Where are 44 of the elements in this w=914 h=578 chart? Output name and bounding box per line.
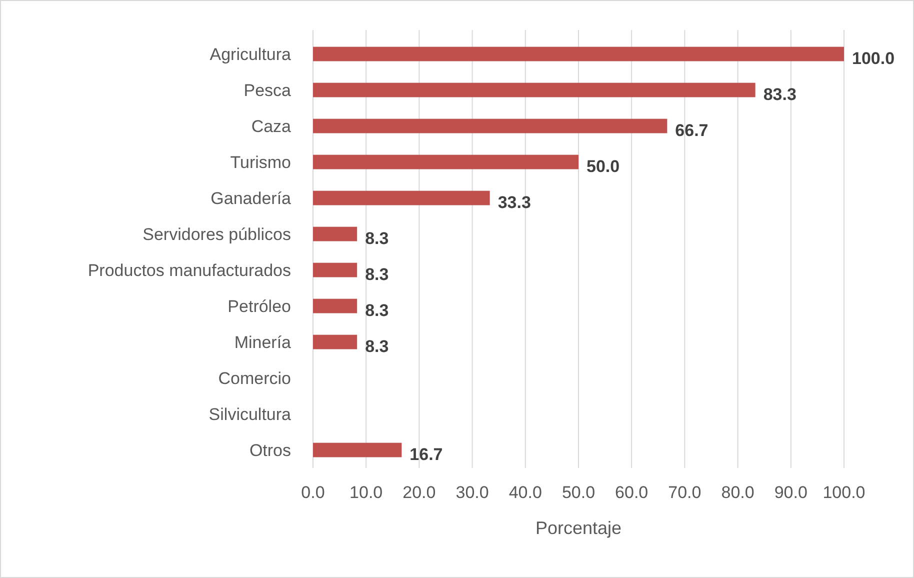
- data-label: 66.7: [675, 120, 708, 140]
- data-label: 83.3: [763, 84, 796, 104]
- data-label: 8.3: [365, 264, 389, 284]
- y-tick-label: Caza: [251, 116, 292, 136]
- data-label: 8.3: [365, 336, 389, 356]
- x-tick-label: 90.0: [774, 483, 808, 502]
- bar: [313, 82, 756, 98]
- y-tick-label: Comercio: [218, 368, 291, 388]
- y-tick-label: Turismo: [230, 152, 291, 172]
- data-label: 33.3: [498, 192, 531, 212]
- x-tick-label: 10.0: [350, 483, 383, 502]
- bar: [313, 226, 358, 242]
- data-label: 8.3: [365, 300, 389, 320]
- bar: [313, 298, 358, 314]
- bar: [313, 154, 578, 170]
- bar: [313, 442, 402, 458]
- y-tick-label: Minería: [234, 332, 292, 352]
- x-tick-label: 80.0: [721, 483, 754, 502]
- bar: [313, 334, 358, 350]
- x-tick-label: 0.0: [301, 483, 325, 502]
- x-tick-label: 40.0: [508, 483, 542, 502]
- x-axis-title: Porcentaje: [535, 518, 622, 538]
- x-tick-label: 20.0: [402, 483, 436, 502]
- bar: [313, 118, 668, 134]
- x-tick-label: 30.0: [456, 483, 489, 502]
- y-tick-label: Otros: [249, 440, 291, 460]
- y-tick-label: Productos manufacturados: [88, 260, 291, 280]
- y-tick-label: Ganadería: [210, 188, 292, 208]
- bar: [313, 190, 490, 206]
- y-tick-label: Petróleo: [228, 296, 291, 316]
- x-tick-label: 100.0: [822, 483, 866, 502]
- y-tick-label: Servidores públicos: [142, 224, 291, 244]
- data-label: 8.3: [365, 228, 389, 248]
- data-label: 100.0: [852, 48, 895, 68]
- y-tick-label: Pesca: [244, 80, 292, 100]
- bar: [313, 262, 358, 278]
- bar: [313, 46, 844, 62]
- y-tick-label: Agricultura: [210, 44, 292, 64]
- data-label: 50.0: [586, 156, 620, 176]
- x-tick-label: 60.0: [615, 483, 648, 502]
- x-tick-label: 70.0: [668, 483, 702, 502]
- x-tick-label: 50.0: [562, 483, 596, 502]
- y-tick-label: Silvicultura: [208, 404, 292, 424]
- data-label: 16.7: [410, 444, 443, 464]
